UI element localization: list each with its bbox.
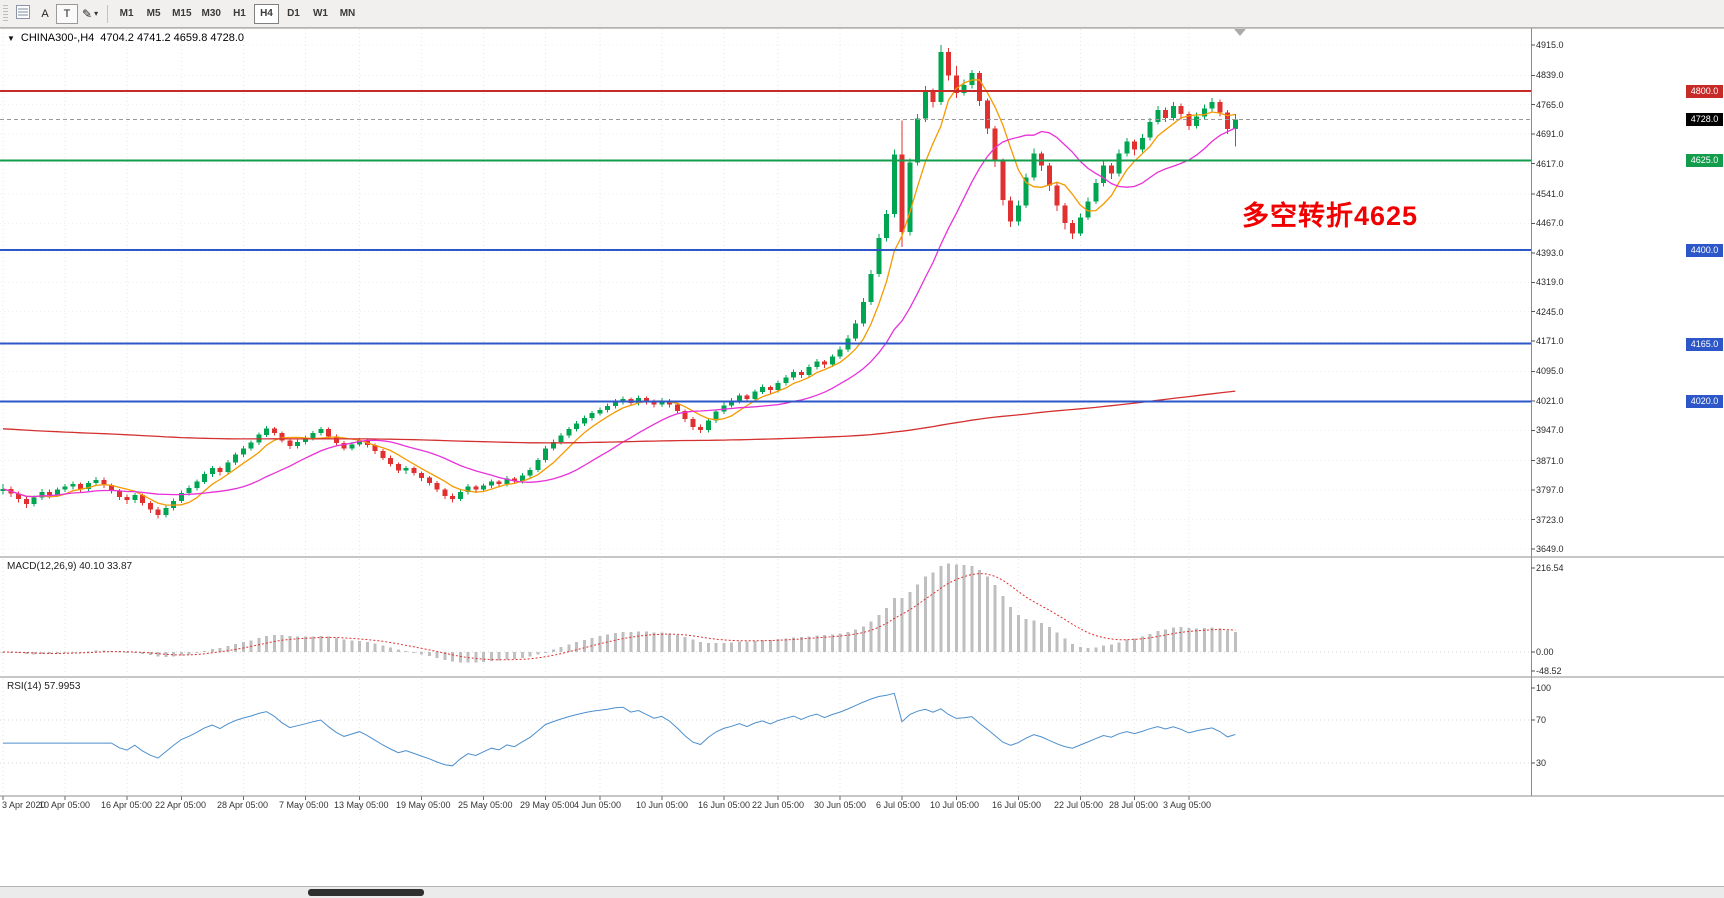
toolbar-separator	[107, 4, 109, 23]
chart-symbol-period: CHINA300-,H4	[20, 32, 95, 44]
timeframe-button-M1[interactable]: M1	[119, 8, 134, 19]
timeframe-button-MN[interactable]: MN	[339, 8, 356, 19]
timeframe-button-D1[interactable]: D1	[287, 8, 300, 19]
pattern-icon	[16, 5, 30, 22]
drawing-tool-button[interactable]: ✎ ▾	[78, 4, 102, 24]
chart-ohlc-values: 4704.2 4741.2 4659.8 4728.0	[100, 32, 245, 44]
text-tool-button[interactable]: T	[56, 3, 78, 24]
chart-dropdown-icon[interactable]: ▼	[7, 33, 15, 43]
scrollbar-thumb[interactable]	[308, 889, 424, 896]
timeframe-toolbar: M1 M5 M15 M30 H1 H4 D1 W1 MN	[113, 3, 361, 24]
chart-header: ▼ CHINA300-,H4 4704.2 4741.2 4659.8 4728…	[7, 32, 244, 44]
timeframe-button-W1[interactable]: W1	[312, 8, 328, 19]
timeframe-button-M15[interactable]: M15	[172, 8, 192, 19]
toolbar: A T ✎ ▾ M1 M5 M15 M30 H1 H4 D1 W1 MN	[0, 0, 1724, 28]
macd-indicator-label: MACD(12,26,9) 40.10 33.87	[7, 561, 133, 572]
annotation-text: 多空转折4625	[1242, 201, 1419, 231]
toolbar-grip[interactable]	[3, 4, 8, 23]
horizontal-scrollbar[interactable]	[0, 886, 1724, 898]
chevron-down-icon: ▾	[94, 9, 99, 18]
rsi-indicator-label: RSI(14) 57.9953	[7, 681, 81, 692]
timeframe-button-H4[interactable]: H4	[253, 3, 279, 24]
chart-shift-marker[interactable]	[1234, 29, 1246, 36]
timeframe-button-H1[interactable]: H1	[233, 8, 246, 19]
label-tool-button[interactable]: A	[41, 7, 49, 20]
template-tool-button[interactable]	[12, 4, 34, 24]
pencil-icon: ✎	[82, 6, 93, 21]
timeframe-button-M5[interactable]: M5	[146, 8, 161, 19]
timeframe-button-M30[interactable]: M30	[201, 8, 221, 19]
